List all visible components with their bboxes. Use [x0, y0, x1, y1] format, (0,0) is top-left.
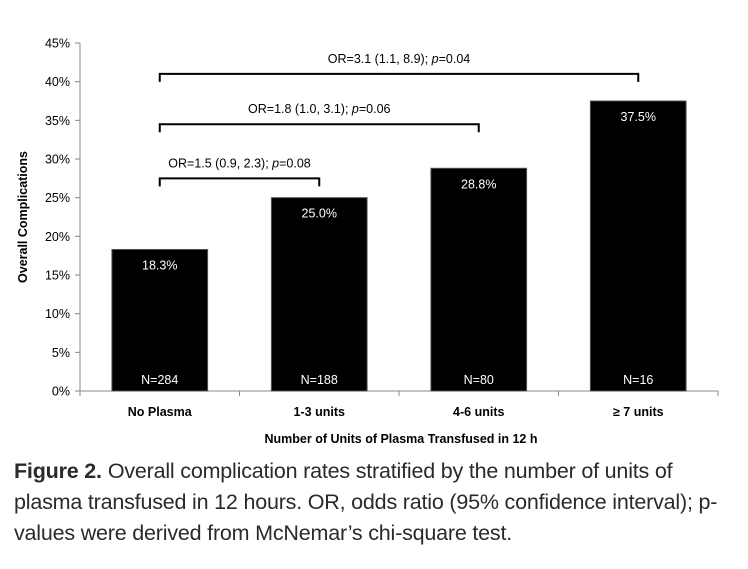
y-tick-label: 35%: [45, 114, 70, 128]
bar-value-label: 25.0%: [302, 207, 337, 221]
x-category-label: 1-3 units: [294, 405, 345, 419]
y-tick-label: 10%: [45, 307, 70, 321]
bar: [111, 248, 209, 392]
bar-n-label: N=80: [464, 373, 494, 387]
y-ticks: 0% 5% 10% 15% 20% 25% 30% 35% 40% 45%: [45, 37, 80, 399]
y-tick-label: 5%: [52, 346, 70, 360]
x-category-label: 4-6 units: [453, 405, 504, 419]
bracket-label: OR=3.1 (1.1, 8.9); p=0.04: [328, 52, 471, 66]
x-category-label: No Plasma: [128, 405, 193, 419]
x-axis-title: Number of Units of Plasma Transfused in …: [265, 432, 538, 446]
y-axis-title: Overall Complications: [16, 151, 30, 283]
y-tick-label: 15%: [45, 269, 70, 283]
y-tick-label: 30%: [45, 153, 70, 167]
bar-value-label: 18.3%: [142, 258, 177, 272]
bar-chart: 0% 5% 10% 15% 20% 25% 30% 35% 40% 45% 18.3% N=284 2…: [16, 37, 719, 446]
caption-text: Overall complication rates stratified by…: [14, 459, 718, 545]
x-category-label: ≥ 7 units: [613, 405, 664, 419]
y-tick-label: 40%: [45, 75, 70, 89]
significance-bracket: [158, 72, 640, 82]
y-tick-label: 0%: [52, 385, 70, 399]
figure-caption: Figure 2. Overall complication rates stra…: [14, 456, 736, 549]
significance-bracket: [158, 123, 480, 133]
bar-n-label: N=284: [141, 373, 178, 387]
y-tick-label: 45%: [45, 37, 70, 51]
bar: [270, 197, 368, 392]
y-tick-label: 25%: [45, 191, 70, 205]
y-tick-label: 20%: [45, 230, 70, 244]
bars: 18.3% N=284 25.0% N=188 28.8% N=80 37.5% N=16: [111, 100, 687, 392]
bar: [430, 167, 528, 392]
bracket-label: OR=1.5 (0.9, 2.3); p=0.08: [168, 156, 311, 170]
caption-label: Figure 2.: [14, 459, 102, 483]
bar-value-label: 28.8%: [461, 177, 496, 191]
bar-n-label: N=16: [623, 373, 653, 387]
significance-bracket: [158, 177, 321, 187]
bar: [589, 100, 687, 392]
bracket-label: OR=1.8 (1.0, 3.1); p=0.06: [248, 102, 391, 116]
x-categories: No Plasma 1-3 units 4-6 units ≥ 7 units: [79, 391, 719, 419]
significance-brackets: OR=1.5 (0.9, 2.3); p=0.08 OR=1.8 (1.0, 3.…: [158, 52, 640, 187]
bar-n-label: N=188: [301, 373, 338, 387]
bar-value-label: 37.5%: [621, 110, 656, 124]
